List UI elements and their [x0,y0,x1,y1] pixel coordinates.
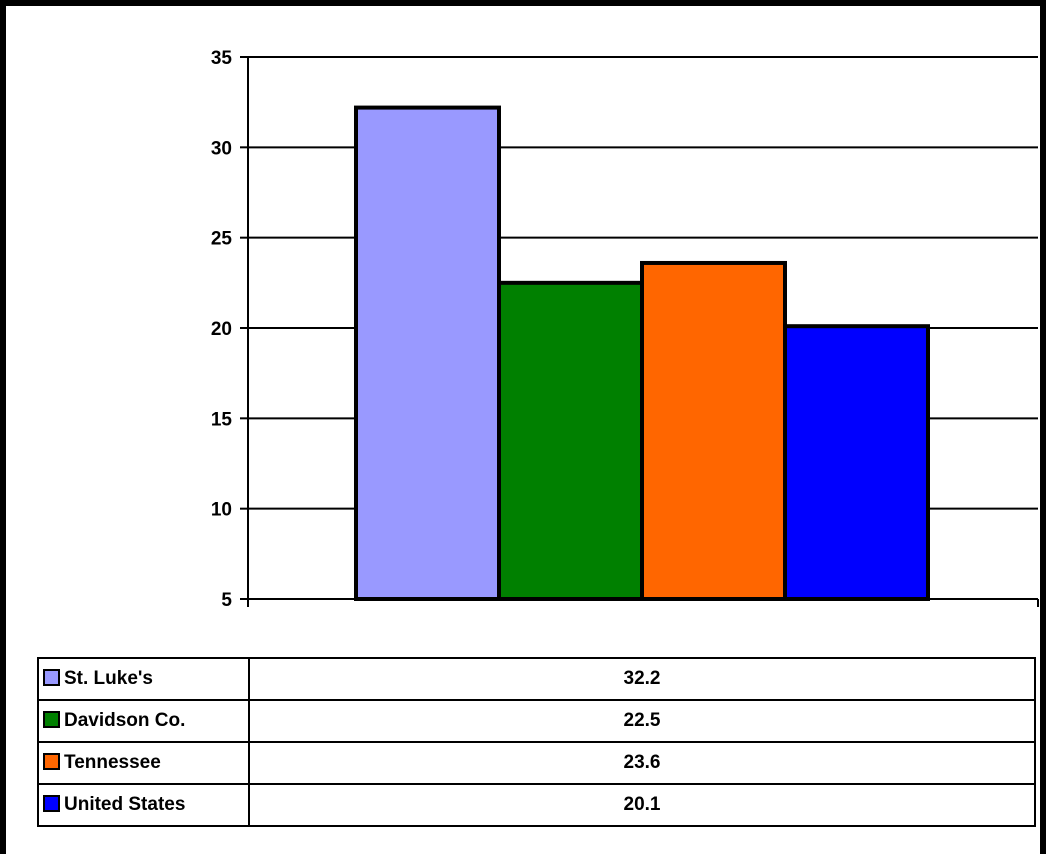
legend-label: Davidson Co. [64,710,186,731]
bar [783,324,930,601]
value-cell: 22.5 [248,699,1036,743]
table-row: United States 20.1 [37,783,1036,827]
table-row: Davidson Co. 22.5 [37,699,1036,743]
bars [354,105,930,601]
bar [354,105,501,601]
y-tick-label: 10 [211,500,232,521]
legend-cell: Tennessee [37,741,250,785]
axes [240,56,1039,607]
value-cell: 23.6 [248,741,1036,785]
y-tick-label: 5 [221,590,232,611]
legend-swatch [43,753,60,770]
bar [640,260,787,601]
table-row: St. Luke's 32.2 [37,657,1036,701]
y-tick-label: 25 [211,229,233,250]
value-cell: 20.1 [248,783,1036,827]
y-tick-label: 15 [211,409,233,430]
legend-label: Tennessee [64,752,161,773]
legend-cell: St. Luke's [37,657,250,701]
data-table: St. Luke's 32.2 Davidson Co. 22.5 Tennes… [37,657,1036,827]
table-row: Tennessee 23.6 [37,741,1036,785]
y-axis-tick-labels: 35 30 25 20 15 10 5 [211,48,233,611]
y-tick-label: 30 [211,138,232,159]
bar [497,280,644,601]
legend-swatch [43,795,60,812]
legend-cell: Davidson Co. [37,699,250,743]
legend-swatch [43,669,60,686]
y-tick-label: 35 [211,48,233,69]
y-tick-label: 20 [211,319,232,340]
value-cell: 32.2 [248,657,1036,701]
legend-label: United States [64,794,186,815]
legend-label: St. Luke's [64,668,153,689]
legend-cell: United States [37,783,250,827]
legend-swatch [43,711,60,728]
